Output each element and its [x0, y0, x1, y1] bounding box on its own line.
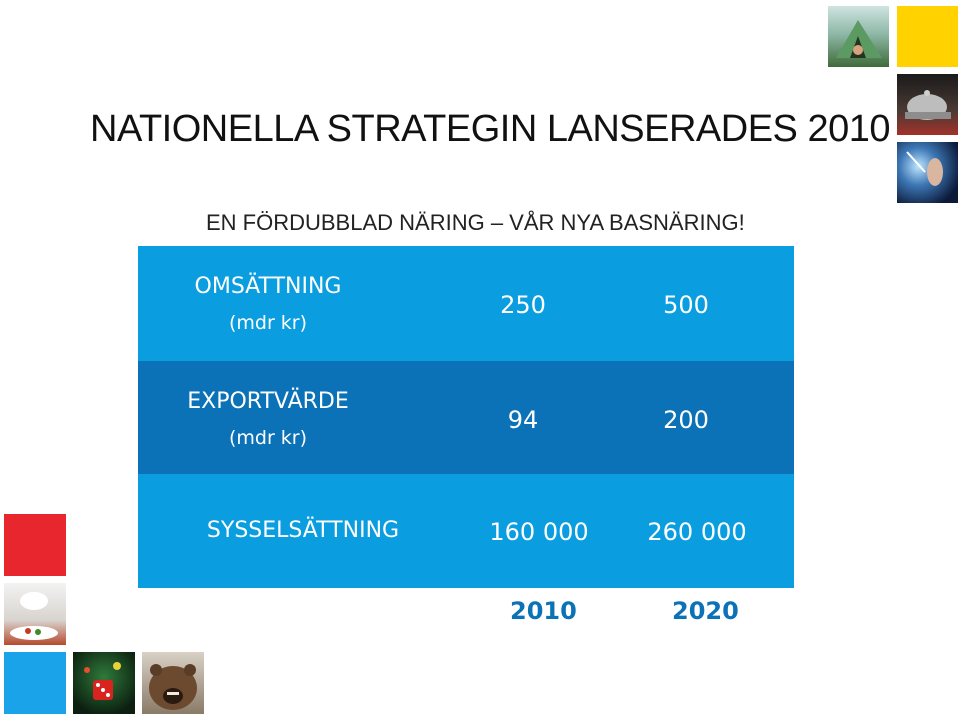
row-label: OMSÄTTNING [194, 274, 342, 299]
year-label-2020: 2020 [672, 597, 739, 625]
blue-square [4, 652, 66, 714]
value-2010: 250 [500, 291, 546, 319]
value-2020: 200 [663, 406, 709, 434]
value-2010: 160 000 [489, 518, 589, 546]
table-row: OMSÄTTNING (mdr kr) 250 500 [138, 246, 794, 361]
row-label: EXPORTVÄRDE [187, 389, 349, 414]
year-label-2010: 2010 [510, 597, 577, 625]
yellow-square [897, 6, 958, 67]
row-label: SYSSELSÄTTNING [206, 518, 400, 543]
chef-photo [4, 583, 66, 645]
page-title: NATIONELLA STRATEGIN LANSERADES 2010 [90, 108, 890, 150]
bear-photo [142, 652, 204, 714]
value-2020: 260 000 [647, 518, 747, 546]
value-2010: 94 [507, 406, 539, 434]
tent-photo [828, 6, 889, 67]
row-unit: (mdr kr) [228, 427, 308, 449]
row-unit: (mdr kr) [228, 312, 308, 334]
bell-photo [897, 74, 958, 135]
value-2020: 500 [663, 291, 709, 319]
red-square [4, 514, 66, 576]
stats-table: OMSÄTTNING (mdr kr) 250 500 EXPORTVÄRDE … [138, 246, 794, 588]
table-row: SYSSELSÄTTNING 160 000 260 000 [138, 474, 794, 588]
dice-photo [73, 652, 135, 714]
concert-photo [897, 142, 958, 203]
table-row: EXPORTVÄRDE (mdr kr) 94 200 [138, 361, 794, 474]
page-subtitle: EN FÖRDUBBLAD NÄRING – VÅR NYA BASNÄRING… [206, 210, 745, 235]
